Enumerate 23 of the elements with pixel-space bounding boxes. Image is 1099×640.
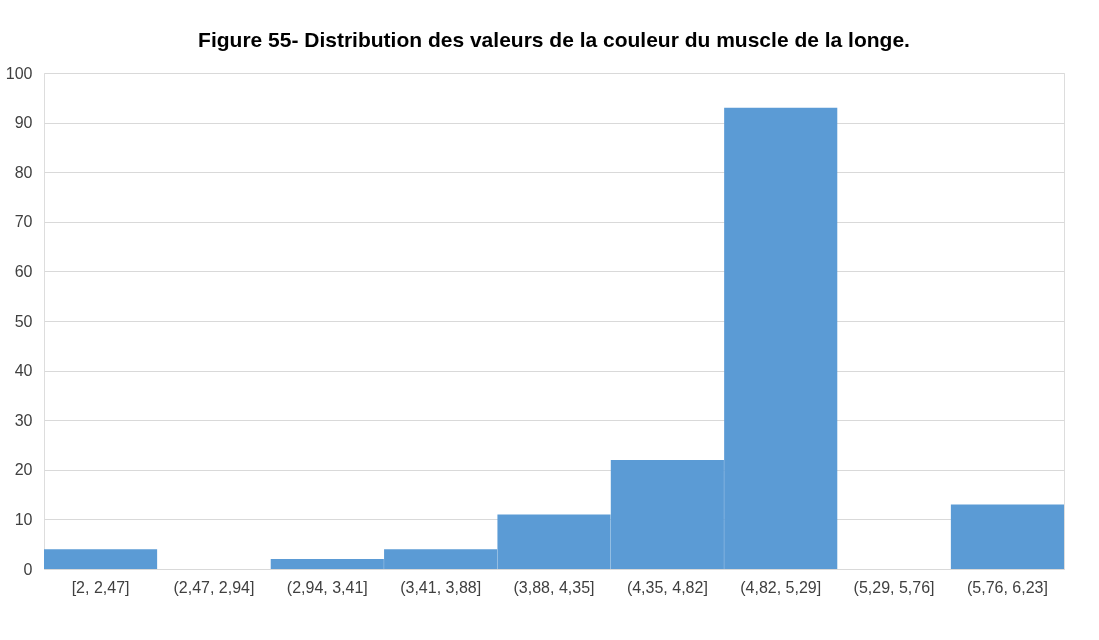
x-tick-label: [2, 2,47]: [71, 578, 130, 596]
y-tick-label: 60: [14, 262, 33, 280]
x-tick-label: (5,29, 5,76]: [853, 578, 935, 596]
x-tick-label: (4,82, 5,29]: [740, 578, 822, 596]
y-tick-label: 40: [14, 362, 33, 380]
y-tick-label: 50: [14, 312, 33, 330]
x-tick-label: (3,88, 4,35]: [513, 578, 595, 596]
bar: [44, 549, 158, 569]
y-tick-label: 0: [23, 560, 33, 578]
y-tick-label: 20: [14, 461, 33, 479]
x-tick-label: (2,47, 2,94]: [173, 578, 255, 596]
y-tick-label: 70: [14, 213, 33, 231]
bar: [950, 504, 1064, 569]
y-tick-label: 100: [5, 64, 33, 82]
x-tick-label: (2,94, 3,41]: [286, 578, 368, 596]
x-tick-label: (4,35, 4,82]: [626, 578, 708, 596]
chart-title: Figure 55- Distribution des valeurs de la couleur du muscle de la longe.: [198, 28, 910, 51]
x-tick-label: (3,41, 3,88]: [400, 578, 482, 596]
y-tick-label: 30: [14, 411, 33, 429]
x-tick-label: (5,76, 6,23]: [966, 578, 1048, 596]
y-tick-label: 90: [14, 114, 33, 132]
y-tick-label: 10: [14, 510, 33, 528]
y-tick-label: 80: [14, 163, 33, 181]
